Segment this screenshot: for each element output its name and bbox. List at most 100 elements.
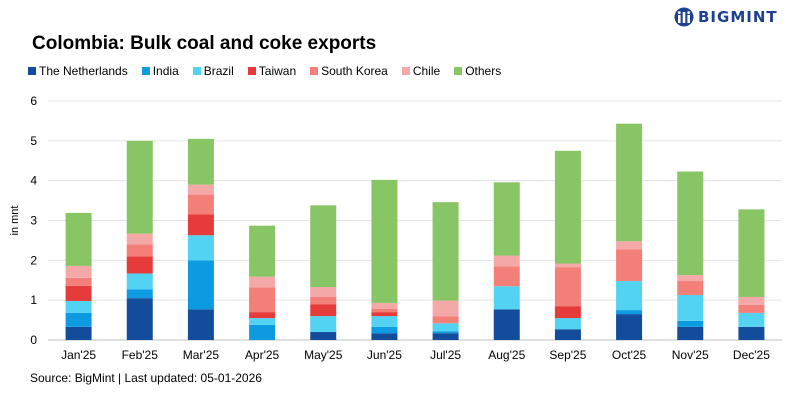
bar-segment xyxy=(554,150,581,264)
y-tick-label: 5 xyxy=(30,134,37,148)
brand-name: BIGMINT xyxy=(698,8,778,26)
bar-segment xyxy=(371,179,398,303)
x-tick-label: Aug'25 xyxy=(488,348,525,362)
bar-segment xyxy=(187,235,214,261)
bar-segment xyxy=(310,304,337,317)
bar-segment xyxy=(126,273,153,290)
bar-segment xyxy=(187,309,214,340)
bar-segment xyxy=(554,318,581,330)
bar-segment xyxy=(432,202,459,301)
bar-segment xyxy=(616,281,643,311)
bar-segment xyxy=(493,266,520,287)
legend-label: The Netherlands xyxy=(39,64,128,78)
legend-item: South Korea xyxy=(310,64,388,78)
bar-segment xyxy=(554,306,581,319)
legend-swatch xyxy=(247,67,256,75)
bar-segment xyxy=(616,123,643,242)
bar-segment xyxy=(677,281,704,295)
legend-item: Chile xyxy=(401,64,441,78)
bar-segment xyxy=(493,182,520,256)
legend-item: India xyxy=(141,64,179,78)
bar-segment xyxy=(738,296,765,305)
bar-segment xyxy=(126,256,153,274)
bar-segment xyxy=(65,265,92,278)
bar-segment xyxy=(371,302,398,309)
brand-logo: BIGMINT xyxy=(674,6,778,28)
bigmint-logo-icon xyxy=(674,7,694,27)
bar-segment xyxy=(126,140,153,234)
bar-segment xyxy=(677,326,704,340)
bar-segment xyxy=(65,326,92,340)
bar-segment xyxy=(310,332,337,340)
legend-label: Brazil xyxy=(203,64,234,78)
x-tick-label: Feb'25 xyxy=(122,348,159,362)
bar-segment xyxy=(432,331,459,334)
bar-segment xyxy=(249,318,276,325)
bar-segment xyxy=(126,289,153,299)
bar-segment xyxy=(65,300,92,313)
bar-segment xyxy=(187,194,214,215)
bar-segment xyxy=(432,323,459,332)
y-tick-label: 2 xyxy=(30,253,37,267)
bar-segment xyxy=(371,316,398,327)
bar-segment xyxy=(126,233,153,245)
legend-item: The Netherlands xyxy=(28,64,128,78)
bar-segment xyxy=(554,263,581,268)
chart-legend: The Netherlands India Brazil Taiwan South Ko… xyxy=(28,64,515,78)
bar-segment xyxy=(310,316,337,333)
bar-segment xyxy=(738,326,765,340)
x-tick-label: Sep'25 xyxy=(549,348,586,362)
legend-swatch xyxy=(141,67,150,75)
bar-segment xyxy=(249,225,276,277)
bar-segment xyxy=(187,214,214,236)
bar-segment xyxy=(126,298,153,340)
legend-label: India xyxy=(152,64,179,78)
bar-segment xyxy=(554,329,581,340)
y-tick-label: 3 xyxy=(30,214,37,228)
bar-segment xyxy=(187,260,214,310)
bar-segment xyxy=(310,296,337,305)
x-tick-label: Jan'25 xyxy=(61,348,96,362)
bar-segment xyxy=(371,308,398,313)
bar-segment xyxy=(310,205,337,288)
bar-segment xyxy=(493,255,520,267)
legend-swatch xyxy=(401,67,410,75)
x-tick-label: Apr'25 xyxy=(245,348,280,362)
y-tick-label: 0 xyxy=(30,333,37,347)
bar-segment xyxy=(616,241,643,250)
bar-segment xyxy=(493,286,520,310)
bar-segment xyxy=(677,294,704,321)
bar-segment xyxy=(432,316,459,324)
bar-segment xyxy=(249,287,276,313)
bar-segment xyxy=(371,326,398,334)
x-tick-label: May'25 xyxy=(304,348,343,362)
bar-segment xyxy=(738,304,765,313)
bar-segment xyxy=(432,300,459,317)
legend-item: Brazil xyxy=(192,64,234,78)
bar-segment xyxy=(677,275,704,282)
x-tick-label: Jul'25 xyxy=(430,348,461,362)
bar-segment xyxy=(310,287,337,297)
y-tick-label: 6 xyxy=(30,94,37,108)
x-tick-label: Nov'25 xyxy=(672,348,709,362)
bar-segment xyxy=(126,244,153,257)
chart-title: Colombia: Bulk coal and coke exports xyxy=(32,33,377,54)
y-tick-label: 4 xyxy=(30,174,37,188)
legend-label: Taiwan xyxy=(258,64,297,78)
bar-segment xyxy=(616,314,643,340)
legend-swatch xyxy=(28,67,36,75)
x-tick-label: Mar'25 xyxy=(183,348,220,362)
legend-item: Taiwan xyxy=(247,64,297,78)
legend-swatch xyxy=(454,67,463,75)
bar-segment xyxy=(65,277,92,286)
bar-segment xyxy=(371,333,398,340)
bar-segment xyxy=(187,138,214,185)
bar-segment xyxy=(65,212,92,266)
legend-label: Chile xyxy=(412,64,441,78)
bar-segment xyxy=(738,209,765,297)
bar-segment xyxy=(65,312,92,327)
x-tick-label: Dec'25 xyxy=(733,348,770,362)
x-tick-label: Oct'25 xyxy=(612,348,647,362)
bar-segment xyxy=(249,312,276,319)
